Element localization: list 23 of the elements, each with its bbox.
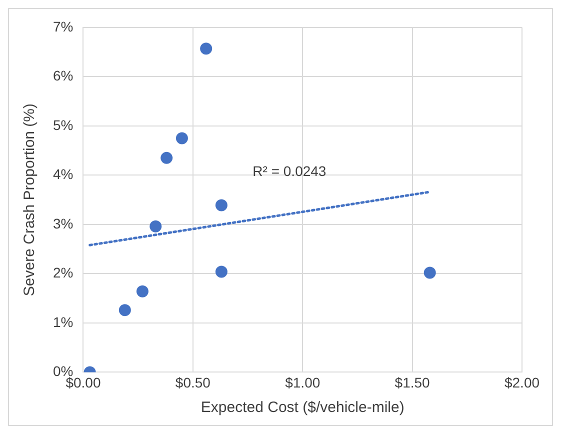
x-axis-title: Expected Cost ($/vehicle-mile) xyxy=(200,399,404,416)
point xyxy=(150,220,162,232)
y-axis-title: Severe Crash Proportion (%) xyxy=(21,104,38,296)
point xyxy=(215,199,228,212)
y-tick-label: 4% xyxy=(53,166,74,182)
y-tick-label: 2% xyxy=(53,264,74,281)
y-tick-label: 1% xyxy=(53,314,74,330)
point xyxy=(200,42,212,55)
y-tick-label: 5% xyxy=(53,116,74,133)
y-tick-label: 7% xyxy=(53,18,74,34)
annotation: R² = 0.0243 xyxy=(252,163,326,180)
point xyxy=(424,266,436,279)
x-tick-label: $0.50 xyxy=(175,374,211,390)
point xyxy=(176,132,188,144)
point xyxy=(136,285,148,298)
y-tick-label: 3% xyxy=(53,215,74,232)
y-tick-label: 6% xyxy=(53,68,74,84)
x-tick-label: $1.00 xyxy=(285,374,320,390)
x-tick-label: $2.00 xyxy=(504,374,540,390)
point xyxy=(160,152,173,164)
x-tick-label: $1.50 xyxy=(394,374,430,390)
point xyxy=(215,266,228,278)
point xyxy=(118,304,131,316)
